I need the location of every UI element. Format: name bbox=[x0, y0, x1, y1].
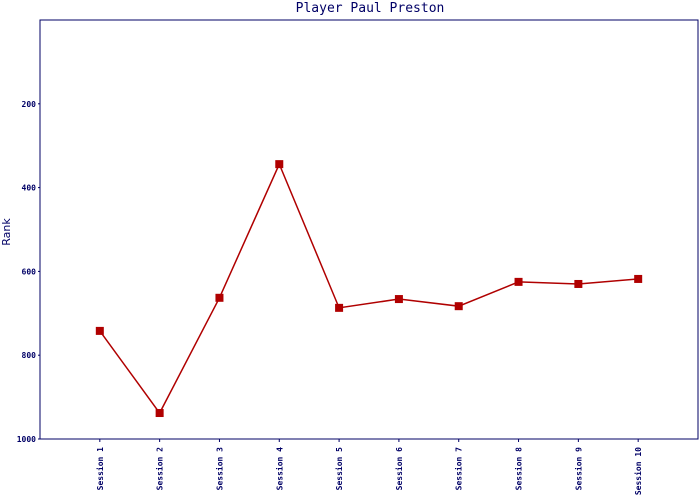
x-tick-label: Session 3 bbox=[214, 447, 224, 491]
plot-frame bbox=[39, 19, 699, 440]
y-tick-label: 1000 bbox=[17, 435, 36, 444]
data-point bbox=[275, 160, 284, 169]
data-point bbox=[335, 303, 344, 312]
y-tick-label: 200 bbox=[22, 100, 37, 109]
x-tick-label: Session 5 bbox=[334, 447, 344, 491]
y-tick-label: 800 bbox=[22, 351, 37, 360]
data-point bbox=[215, 293, 224, 302]
x-tick-label: Session 8 bbox=[514, 447, 524, 491]
x-tick-label: Session 2 bbox=[155, 447, 165, 491]
x-tick-label: Session 1 bbox=[95, 447, 105, 491]
data-point bbox=[95, 326, 104, 335]
x-tick-label: Session 10 bbox=[633, 447, 643, 495]
chart-title: Player Paul Preston bbox=[296, 1, 445, 16]
y-tick-label: 600 bbox=[22, 267, 37, 276]
data-point bbox=[514, 277, 523, 286]
x-tick-label: Session 7 bbox=[454, 447, 464, 491]
data-point bbox=[574, 279, 583, 288]
data-point bbox=[454, 302, 463, 311]
x-tick-label: Session 9 bbox=[573, 447, 583, 491]
series-line bbox=[99, 162, 639, 415]
x-tick-label: Session 6 bbox=[394, 447, 404, 491]
data-point bbox=[155, 409, 164, 418]
data-point bbox=[394, 295, 403, 304]
x-tick-label: Session 4 bbox=[274, 447, 284, 491]
y-axis-label: Rank bbox=[0, 218, 13, 246]
y-tick-label: 400 bbox=[22, 184, 37, 193]
data-point bbox=[634, 274, 643, 283]
